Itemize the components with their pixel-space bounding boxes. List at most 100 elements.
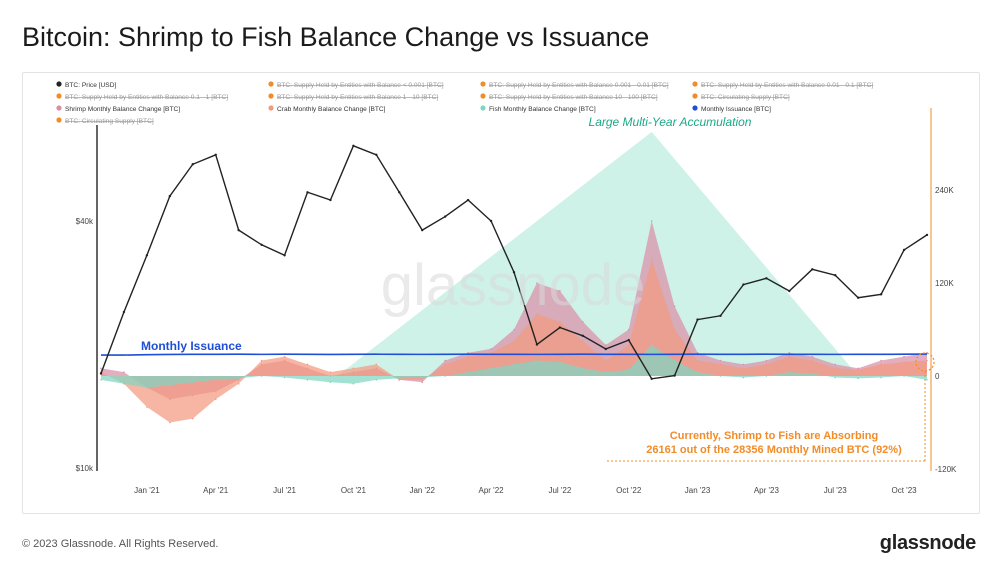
price-point <box>535 343 539 346</box>
fish-area-point <box>627 369 630 371</box>
fish-area <box>101 345 927 388</box>
fish-area-point <box>742 376 745 379</box>
glassnode-logo[interactable]: glassnode <box>879 532 977 554</box>
x-tick-label: Oct '23 <box>892 486 918 495</box>
legend-item[interactable]: BTC: Supply Held by Entities with Balanc… <box>480 93 658 101</box>
shrimp-area-point <box>490 348 492 350</box>
callout-circle <box>915 352 935 372</box>
crab-area-point <box>604 359 607 362</box>
shrimp-area-point <box>765 359 768 362</box>
shrimp-area-point <box>834 363 837 366</box>
legend-label: Crab Monthly Balance Change [BTC] <box>277 106 386 113</box>
crab-area-point <box>237 382 240 385</box>
fish-area-point <box>444 375 446 377</box>
legend-marker <box>480 93 486 99</box>
legend-marker <box>692 81 698 87</box>
legend-item[interactable]: BTC: Supply Held by Entities with Balanc… <box>56 93 228 101</box>
shrimp-area-point <box>903 355 905 358</box>
crab-area-point <box>673 328 676 331</box>
price-point <box>834 274 837 277</box>
shrimp-area-point <box>123 371 125 373</box>
x-tick-label: Jul '22 <box>548 486 571 495</box>
issuance-line <box>101 353 928 356</box>
legend-item[interactable]: BTC: Circulating Supply [BTC] <box>692 93 790 101</box>
fish-area-point <box>100 379 102 381</box>
legend-item[interactable]: Crab Monthly Balance Change [BTC] <box>268 105 386 113</box>
fish-area-point <box>696 371 699 373</box>
x-tick-label: Oct '22 <box>616 486 642 495</box>
crab-area-point <box>926 359 928 362</box>
legend-item[interactable]: Shrimp Monthly Balance Change [BTC] <box>56 105 180 113</box>
price-point <box>145 254 149 257</box>
legend-item[interactable]: BTC: Price [USD] <box>56 81 116 89</box>
fish-area-point <box>169 384 171 387</box>
x-tick-label: Jan '23 <box>685 486 711 495</box>
legend-item[interactable]: Fish Monthly Balance Change [BTC] <box>480 105 596 113</box>
fish-area-point <box>788 371 791 373</box>
right-tick-label: 0 <box>935 372 940 381</box>
price-point <box>765 277 768 280</box>
shrimp-area-point <box>627 328 630 331</box>
legend-item[interactable]: BTC: Supply Held by Entities with Balanc… <box>268 81 444 89</box>
legend-marker <box>480 105 486 111</box>
legend-marker <box>692 105 698 111</box>
legend-item[interactable]: BTC: Supply Held by Entities with Balanc… <box>268 93 438 101</box>
crab-area-point <box>283 355 286 358</box>
axes: $10k $40k 240K 120K 0 -120K Jan '21 Apr '21 Jul … <box>76 108 957 495</box>
price-point <box>879 293 883 296</box>
fish-area-point <box>673 359 676 362</box>
fish-area-point <box>926 379 928 381</box>
price-point <box>398 191 401 194</box>
legend-item[interactable]: BTC: Circulating Supply [BTC] <box>56 117 154 125</box>
right-tick-label: 120K <box>935 279 954 288</box>
legend-item[interactable]: BTC: Supply Held by Entities with Balanc… <box>692 81 873 89</box>
shrimp-area-point <box>100 367 102 370</box>
fish-area-point <box>352 382 355 385</box>
price-point <box>329 198 332 202</box>
shrimp-area-point <box>536 282 538 284</box>
legend-label: Fish Monthly Balance Change [BTC] <box>489 106 596 113</box>
crab-area-point <box>214 398 217 401</box>
fish-area-point <box>306 379 309 381</box>
legend-marker <box>268 105 274 111</box>
fish-area-point <box>880 376 882 379</box>
legend-label: BTC: Circulating Supply [BTC] <box>65 118 154 125</box>
shrimp-area-point <box>444 359 446 362</box>
accumulation-triangle <box>337 131 859 376</box>
price-point <box>283 254 286 257</box>
fish-area-point <box>237 377 240 380</box>
legend-label: Shrimp Monthly Balance Change [BTC] <box>65 106 180 113</box>
crab-area-point <box>834 367 837 370</box>
price-point <box>489 219 493 223</box>
price-point <box>925 233 929 237</box>
legend-marker <box>56 81 62 87</box>
crab-area-point <box>627 344 630 346</box>
shrimp-area-point <box>582 320 584 323</box>
price-point <box>558 326 562 329</box>
crab-area-point <box>903 361 905 363</box>
fish-area-point <box>123 382 125 385</box>
price-point <box>902 248 906 252</box>
crab-area-point <box>880 363 882 366</box>
crab-area-point <box>146 406 148 408</box>
legend-item[interactable]: BTC: Supply Held by Entities with Balanc… <box>480 81 669 89</box>
legend-marker <box>268 81 274 87</box>
chart-panel: BTC: Price [USD] BTC: Supply Held by Enti… <box>22 72 980 514</box>
price-point <box>788 289 791 293</box>
price-point <box>122 310 126 314</box>
price-point <box>375 153 378 156</box>
price-point <box>604 347 607 351</box>
legend-label: BTC: Supply Held by Entities with Balanc… <box>65 94 228 101</box>
legend-label: BTC: Supply Held by Entities with Balanc… <box>489 82 669 89</box>
fish-area-point <box>146 386 148 389</box>
legend-marker <box>480 81 486 87</box>
legend-marker <box>268 93 274 99</box>
crab-area-point <box>696 359 699 362</box>
x-tick-label: Apr '21 <box>203 486 229 495</box>
fish-area-point <box>375 379 378 381</box>
copyright-text: © 2023 Glassnode. All Rights Reserved. <box>22 538 219 550</box>
legend-item[interactable]: Monthly Issuance [BTC] <box>692 105 771 113</box>
x-tick-label: Apr '22 <box>479 486 505 495</box>
shrimp-area-point <box>673 305 676 308</box>
price-point <box>719 314 722 317</box>
